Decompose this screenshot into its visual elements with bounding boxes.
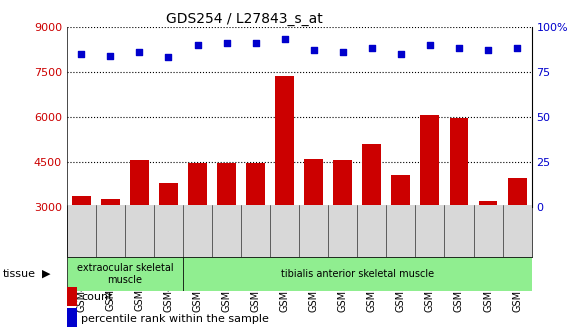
Point [77, 51, 86, 56]
Text: tissue: tissue [3, 269, 36, 279]
Bar [421, 115, 439, 296]
Bar [392, 175, 410, 296]
Point [367, 46, 376, 51]
Point [396, 51, 406, 56]
Text: ▶: ▶ [42, 269, 51, 279]
Text: tibialis anterior skeletal muscle: tibialis anterior skeletal muscle [281, 269, 434, 279]
Bar [275, 76, 294, 296]
Text: percentile rank within the sample: percentile rank within the sample [81, 314, 269, 324]
Point [193, 42, 202, 48]
Bar [304, 159, 323, 296]
Bar [188, 163, 207, 296]
Bar [479, 201, 497, 296]
Bar [183, 257, 532, 291]
Bar [450, 118, 468, 296]
Bar [159, 183, 178, 296]
Point [425, 42, 435, 48]
Bar [363, 144, 381, 296]
Point [106, 53, 115, 58]
Bar [217, 163, 236, 296]
Point [222, 40, 231, 46]
Bar [508, 178, 526, 296]
Point [309, 48, 318, 53]
Bar [67, 257, 183, 291]
Bar [246, 163, 265, 296]
Point [280, 37, 289, 42]
Point [251, 40, 260, 46]
Point [338, 49, 347, 55]
Bar [130, 160, 149, 296]
Bar [72, 196, 91, 296]
Point [454, 46, 464, 51]
Text: extraocular skeletal
muscle: extraocular skeletal muscle [77, 263, 173, 285]
Bar [333, 160, 352, 296]
Point [483, 48, 493, 53]
Point [135, 49, 144, 55]
Point [512, 46, 522, 51]
Text: count: count [81, 292, 113, 302]
Bar [101, 199, 120, 296]
Text: GDS254 / L27843_s_at: GDS254 / L27843_s_at [166, 12, 322, 26]
Point [164, 55, 173, 60]
